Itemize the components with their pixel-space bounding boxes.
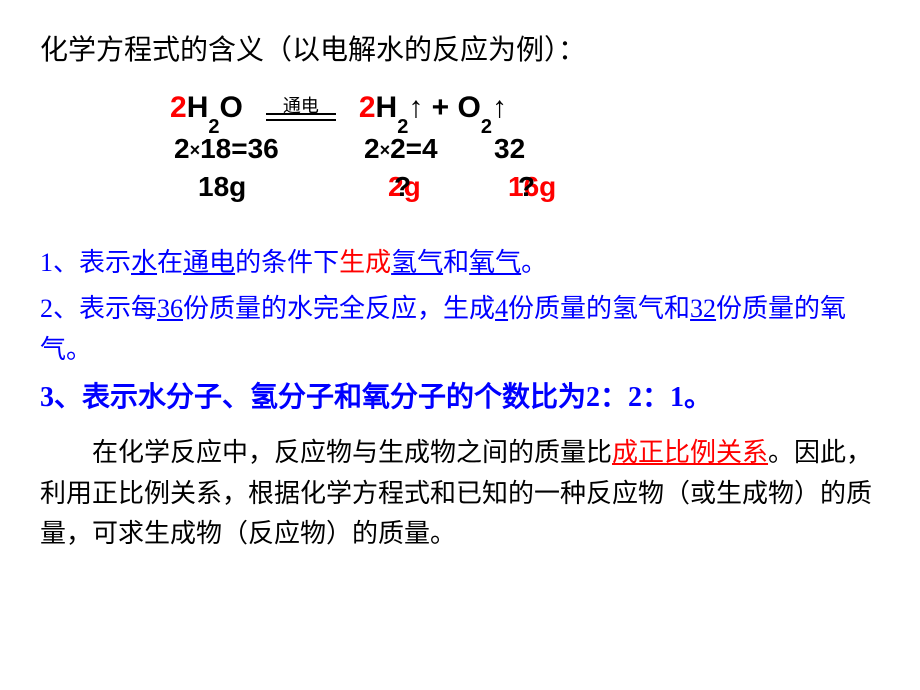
- slide-page: 化学方程式的含义（以电解水的反应为例）： 2 H 2 O 通电 2 H 2 ↑ …: [0, 0, 920, 580]
- mass-1a: 2: [174, 133, 190, 164]
- p1-mid2: 的条件下: [235, 248, 339, 277]
- p4-pre: 在化学反应中，反应物与生成物之间的质量比: [92, 438, 612, 467]
- condition-label: 通电: [261, 95, 341, 118]
- equation-row: 2 H 2 O 通电 2 H 2 ↑ + O 2 ↑: [170, 88, 880, 127]
- coeff-2: 2: [359, 88, 376, 127]
- arrow-up-2: ↑: [492, 88, 507, 127]
- mass-2b: 2=4: [390, 133, 438, 164]
- p1-mid3: 和: [443, 248, 469, 277]
- gram-3-layer: 16g ?: [508, 171, 556, 202]
- gram-2: 2g ?: [388, 171, 508, 203]
- page-title: 化学方程式的含义（以电解水的反应为例）：: [40, 28, 880, 68]
- mass-1: 2×18=36: [170, 133, 364, 165]
- mass-1b: 18=36: [200, 133, 279, 164]
- reactant-H: H: [187, 88, 209, 127]
- mass-3: 32: [494, 133, 574, 165]
- p2-mid1: 份质量的水完全反应，生成: [183, 294, 495, 323]
- prod-H: H: [376, 88, 398, 127]
- p4-red: 成正比例关系: [612, 438, 768, 467]
- point-3: 3、表示水分子、氢分子和氧分子的个数比为2：2：1。: [40, 376, 880, 419]
- reaction-arrow: 通电: [261, 113, 341, 127]
- p2-pre: 2、表示每: [40, 294, 157, 323]
- gram-1: 18g: [170, 171, 388, 203]
- paragraph-4: 在化学反应中，反应物与生成物之间的质量比成正比例关系。因此，利用正比例关系，根据…: [40, 433, 880, 554]
- mass-row: 2×18=36 2×2=4 32: [170, 133, 880, 165]
- point-2: 2、表示每36份质量的水完全反应，生成4份质量的氢气和32份质量的氧气。: [40, 289, 880, 370]
- gram-3-q: ?: [518, 171, 535, 203]
- mass-2a: 2: [364, 133, 380, 164]
- p2-mid2: 份质量的氢气和: [508, 294, 690, 323]
- gram-3: 16g ?: [508, 171, 608, 203]
- p1-mid1: 在: [157, 248, 183, 277]
- coeff-1: 2: [170, 88, 187, 127]
- p1-end: 。: [521, 248, 547, 277]
- mass-2: 2×2=4: [364, 133, 494, 165]
- p1-u4: 氧气: [469, 248, 521, 277]
- p1-u3: 氢气: [391, 248, 443, 277]
- mass-1x: ×: [190, 140, 201, 160]
- gram-row: 18g 2g ? 16g ?: [170, 171, 880, 203]
- gram-2-layer: 2g ?: [388, 171, 421, 202]
- p1-u2: 通电: [183, 248, 235, 277]
- p2-u2: 4: [495, 294, 508, 323]
- p1-u1: 水: [131, 248, 157, 277]
- mass-2x: ×: [380, 140, 391, 160]
- plus-O: ↑ + O: [408, 88, 481, 127]
- p2-u3: 32: [690, 294, 716, 323]
- point-1: 1、表示水在通电的条件下生成氢气和氧气。: [40, 243, 880, 283]
- equation-block: 2 H 2 O 通电 2 H 2 ↑ + O 2 ↑ 2×18=36 2×2=4: [170, 88, 880, 203]
- p1-red: 生成: [339, 248, 391, 277]
- gram-2-q: ?: [394, 171, 411, 203]
- p1-pre: 1、表示: [40, 248, 131, 277]
- reactant-O: O: [219, 88, 242, 127]
- p2-u1: 36: [157, 294, 183, 323]
